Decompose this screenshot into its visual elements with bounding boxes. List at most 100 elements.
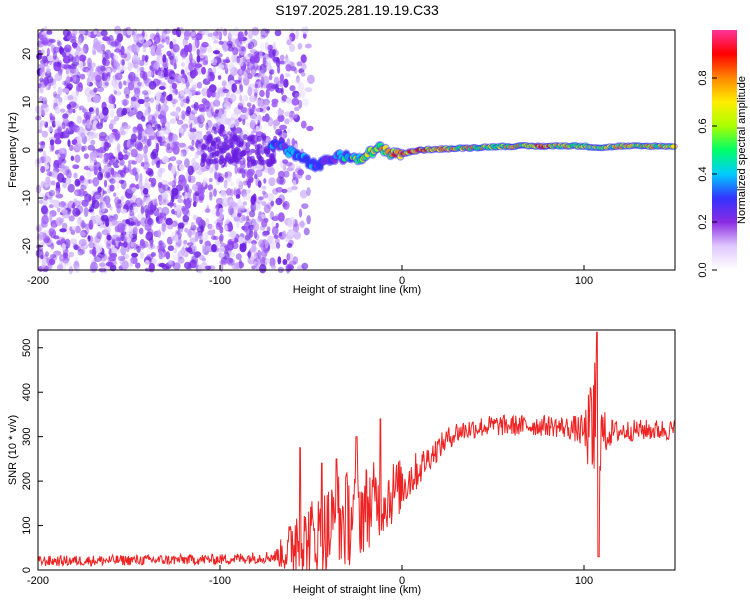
noise-blob: [210, 107, 214, 115]
noise-blob: [245, 109, 250, 116]
noise-blob: [158, 251, 163, 260]
noise-blob: [132, 126, 138, 133]
noise-blob: [92, 246, 97, 257]
noise-blob: [83, 153, 89, 160]
noise-blob: [51, 223, 57, 230]
noise-blob: [262, 57, 267, 65]
noise-blob: [127, 109, 135, 119]
noise-blob: [148, 170, 154, 177]
spectrogram-x-ticks: -200 -100 0 100: [27, 265, 593, 287]
noise-blob: [70, 155, 75, 161]
noise-blob: [159, 218, 164, 225]
noise-blob: [39, 59, 47, 65]
noise-blob: [75, 143, 80, 152]
noise-blob: [88, 107, 94, 113]
noise-blob: [247, 178, 252, 189]
noise-blob: [188, 188, 193, 194]
noise-blob: [95, 74, 102, 83]
colorbar-tick-label: 0.8: [697, 70, 709, 85]
noise-blob: [49, 139, 55, 146]
noise-blob: [49, 199, 57, 204]
noise-blob: [128, 262, 132, 270]
noise-blob: [151, 148, 159, 159]
noise-blob: [166, 69, 175, 75]
noise-blob: [146, 126, 154, 135]
noise-blob: [290, 27, 295, 34]
y-tick-label: 100: [21, 516, 33, 534]
noise-blob: [39, 77, 44, 83]
noise-blob: [142, 71, 148, 81]
noise-blob: [257, 114, 262, 124]
noise-blob: [260, 256, 266, 267]
noise-blob: [239, 160, 246, 170]
noise-blob: [206, 109, 214, 118]
noise-blob: [306, 187, 311, 197]
noise-blob: [52, 82, 57, 90]
noise-blob: [89, 152, 97, 162]
noise-blob: [107, 104, 115, 109]
noise-blob: [133, 106, 138, 114]
noise-blob: [67, 53, 74, 62]
noise-blob: [287, 218, 293, 228]
noise-blob: [182, 101, 187, 107]
spectrogram-y-ticks: -20 -10 0 10 20: [21, 48, 43, 254]
noise-blob: [139, 66, 145, 72]
noise-blob: [121, 260, 129, 270]
noise-blob: [158, 85, 166, 90]
noise-blob: [277, 256, 282, 265]
noise-blob: [289, 85, 296, 92]
noise-blob: [172, 254, 179, 261]
noise-blob: [237, 102, 244, 110]
noise-blob: [162, 54, 167, 64]
noise-blob: [247, 43, 252, 50]
noise-blob: [142, 188, 149, 195]
noise-blob: [194, 191, 200, 197]
noise-blob: [90, 179, 94, 184]
noise-blob: [242, 69, 248, 77]
noise-blob: [266, 159, 272, 165]
noise-blob: [45, 107, 50, 112]
noise-blob: [105, 97, 110, 102]
noise-blob: [131, 44, 140, 54]
noise-blob: [133, 58, 139, 69]
noise-blob: [119, 159, 125, 166]
noise-blob: [50, 144, 55, 151]
noise-blob: [127, 81, 135, 91]
noise-blob: [41, 100, 48, 105]
noise-blob: [177, 256, 185, 264]
noise-blob: [186, 190, 191, 199]
noise-blob: [116, 107, 125, 118]
noise-blob: [136, 110, 144, 120]
noise-blob: [77, 188, 85, 197]
noise-blob: [289, 117, 293, 123]
noise-blob: [80, 184, 87, 191]
noise-blob: [139, 251, 144, 260]
noise-blob: [238, 79, 242, 90]
noise-blob: [260, 42, 265, 51]
noise-blob: [253, 201, 261, 211]
noise-blob: [234, 164, 238, 175]
spectrogram-noise-layer: [34, 25, 315, 275]
noise-blob: [134, 197, 143, 208]
noise-blob: [38, 95, 44, 102]
noise-blob: [132, 226, 138, 236]
noise-blob: [242, 56, 247, 65]
noise-blob: [42, 37, 49, 46]
noise-blob: [276, 242, 281, 249]
signal-blob: [317, 164, 324, 171]
noise-blob: [269, 69, 273, 76]
noise-blob: [123, 241, 128, 248]
noise-blob: [150, 177, 157, 187]
noise-blob: [257, 258, 261, 266]
noise-blob: [286, 243, 293, 248]
noise-blob: [103, 153, 111, 160]
noise-blob: [62, 256, 69, 264]
noise-blob: [250, 160, 256, 167]
noise-blob: [220, 114, 228, 125]
noise-blob: [144, 234, 151, 240]
noise-blob: [222, 147, 227, 154]
noise-blob: [269, 211, 275, 220]
noise-blob: [168, 132, 173, 142]
noise-blob: [59, 46, 63, 53]
noise-blob: [157, 136, 163, 143]
